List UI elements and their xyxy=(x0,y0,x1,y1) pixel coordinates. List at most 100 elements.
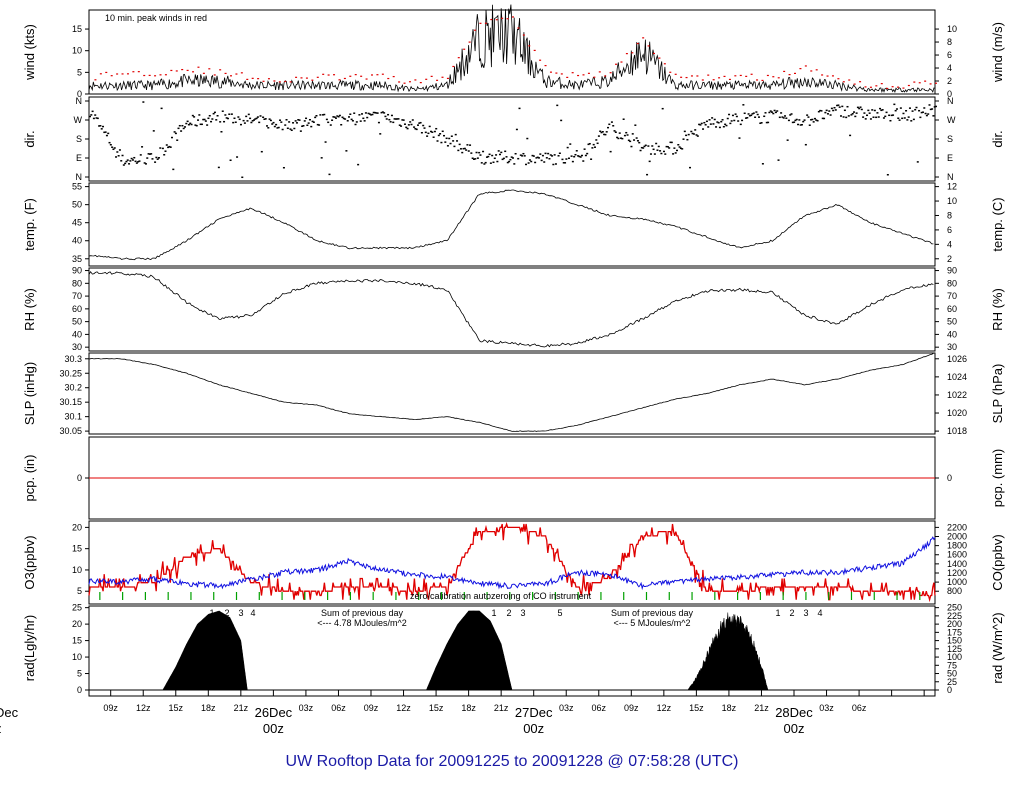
direction-point xyxy=(722,125,725,128)
direction-point xyxy=(112,148,115,151)
y-axis-title-right: pcp. (mm) xyxy=(990,449,1005,508)
direction-point xyxy=(587,143,590,146)
direction-point xyxy=(96,117,99,120)
direction-point xyxy=(862,116,865,118)
direction-point xyxy=(583,148,586,150)
direction-point xyxy=(502,157,505,160)
direction-point xyxy=(138,160,141,162)
y-tick-label-right: 60 xyxy=(947,304,957,314)
direction-point xyxy=(424,131,427,134)
direction-point xyxy=(856,106,859,109)
direction-point xyxy=(450,135,453,137)
direction-point xyxy=(475,151,478,154)
direction-point xyxy=(393,118,396,120)
peak-wind-mark xyxy=(506,18,509,20)
direction-point xyxy=(492,161,495,164)
direction-point xyxy=(321,114,324,116)
direction-point xyxy=(574,153,577,156)
peak-wind-mark xyxy=(739,74,742,77)
peak-wind-mark xyxy=(376,74,379,76)
peak-wind-mark xyxy=(636,42,639,45)
peak-wind-mark xyxy=(690,75,693,77)
direction-point xyxy=(565,158,568,160)
y-tick-label: 60 xyxy=(72,304,82,314)
direction-point xyxy=(346,120,349,122)
y-tick-label-right: 10 xyxy=(947,196,957,206)
y-tick-label: 70 xyxy=(72,291,82,301)
y-tick-label: 5 xyxy=(77,67,82,77)
direction-point xyxy=(474,158,477,160)
direction-point xyxy=(716,121,719,123)
y-axis-title: pcp. (in) xyxy=(22,455,37,502)
peak-wind-mark xyxy=(479,22,482,24)
direction-point xyxy=(161,147,164,150)
direction-point xyxy=(495,154,498,156)
direction-point xyxy=(467,150,470,152)
direction-point xyxy=(173,131,176,133)
direction-point xyxy=(226,117,229,120)
y-tick-label: 90 xyxy=(72,266,82,276)
direction-point xyxy=(245,115,248,118)
y-tick-label: 30.05 xyxy=(59,426,82,436)
direction-point xyxy=(268,118,271,120)
direction-point xyxy=(774,111,777,114)
direction-point xyxy=(859,106,862,108)
y-tick-label-right: 6 xyxy=(947,225,952,235)
peak-wind-mark xyxy=(392,75,395,78)
direction-point xyxy=(493,157,496,160)
direction-point xyxy=(832,109,835,112)
direction-point xyxy=(905,110,908,112)
direction-point xyxy=(506,161,509,164)
direction-point xyxy=(869,118,872,120)
peak-wind-mark xyxy=(322,73,325,75)
direction-point xyxy=(362,117,365,120)
direction-point xyxy=(647,145,650,147)
x-tick-label: 09z xyxy=(364,703,379,713)
direction-point xyxy=(370,114,373,116)
peak-wind-mark xyxy=(284,80,287,83)
direction-point xyxy=(288,121,291,123)
direction-point xyxy=(782,117,785,119)
direction-point xyxy=(935,105,937,108)
direction-point xyxy=(299,130,302,132)
peak-wind-mark xyxy=(354,74,357,76)
peak-wind-mark xyxy=(897,86,900,88)
direction-point xyxy=(866,114,869,117)
direction-point xyxy=(155,156,158,159)
hour-mark: 1 xyxy=(775,608,780,618)
direction-point xyxy=(329,124,332,126)
panel-frame xyxy=(88,9,936,95)
direction-point xyxy=(876,112,879,114)
direction-point xyxy=(125,160,128,163)
direction-point xyxy=(769,110,772,112)
peak-wind-mark xyxy=(902,87,905,89)
y-tick-label-right: 1018 xyxy=(947,426,967,436)
direction-point xyxy=(579,156,582,158)
direction-point xyxy=(610,121,613,123)
direction-point xyxy=(400,125,403,127)
direction-point xyxy=(116,151,119,153)
direction-point xyxy=(780,112,783,114)
direction-point xyxy=(651,145,654,147)
direction-point xyxy=(285,119,288,121)
direction-point xyxy=(813,117,816,120)
direction-point xyxy=(679,147,682,150)
peak-wind-mark xyxy=(788,74,791,76)
direction-point xyxy=(744,117,747,119)
direction-point xyxy=(607,126,610,129)
peak-wind-mark xyxy=(794,72,796,74)
y-tick-label-right: 1000 xyxy=(947,577,967,587)
direction-point xyxy=(129,160,132,162)
direction-point xyxy=(906,119,909,121)
direction-point xyxy=(130,157,133,160)
direction-point xyxy=(746,117,749,119)
peak-wind-mark xyxy=(126,73,129,75)
co-autozero-note: zero/calibration autozeroing of CO instr… xyxy=(410,591,592,601)
direction-point xyxy=(898,119,901,121)
direction-point xyxy=(185,122,188,125)
direction-point xyxy=(397,118,400,120)
peak-wind-mark xyxy=(512,16,514,18)
direction-point xyxy=(407,124,410,126)
direction-point xyxy=(561,158,564,161)
